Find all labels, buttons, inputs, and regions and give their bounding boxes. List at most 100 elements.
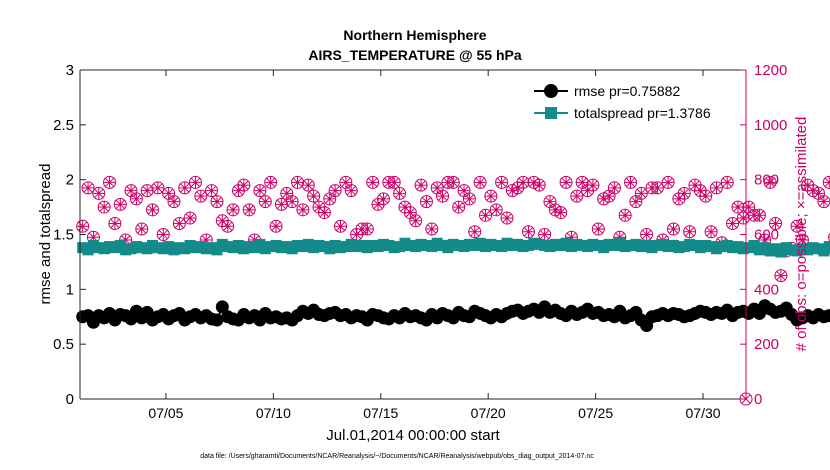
obs-assimilated-point [237, 179, 250, 192]
obs-assimilated-point [721, 176, 734, 189]
obs-assimilated-point [339, 176, 352, 189]
obs-assimilated-point [291, 176, 304, 189]
obs-assimilated-point [82, 181, 95, 194]
obs-assimilated-point [372, 198, 385, 211]
obs-assimilated-point [162, 187, 175, 200]
obs-assimilated-point [270, 220, 283, 233]
obs-assimilated-point [640, 228, 653, 241]
obs-assimilated-point [388, 176, 401, 189]
legend-rmse-marker [544, 84, 558, 98]
obs-assimilated-point [184, 212, 197, 225]
y-left-tick-label: 2 [66, 172, 74, 189]
obs-assimilated-point [377, 192, 390, 205]
obs-assimilated-point [463, 192, 476, 205]
obs-assimilated-point [103, 176, 116, 189]
obs-assimilated-point [92, 187, 105, 200]
obs-assimilated-point [791, 220, 804, 233]
rmse-point [210, 313, 224, 327]
obs-assimilated-point [286, 195, 299, 208]
x-tick-label: 07/10 [256, 405, 291, 421]
y-right-tick-label: 1200 [754, 62, 787, 79]
obs-assimilated-point [764, 176, 777, 189]
x-tick-label: 07/20 [471, 405, 506, 421]
obs-assimilated-point [436, 190, 449, 203]
obs-assimilated-point [570, 190, 583, 203]
obs-assimilated-point [146, 203, 159, 216]
obs-assimilated-point [710, 181, 723, 194]
obs-assimilated-point [812, 187, 825, 200]
obs-assimilated-point [624, 176, 637, 189]
obs-assimilated-point [307, 190, 320, 203]
legend-rmse-label: rmse pr=0.75882 [574, 83, 680, 99]
obs-assimilated-point [76, 220, 89, 233]
legend-box [528, 78, 740, 126]
obs-assimilated-point [592, 223, 605, 236]
totalspread-point [823, 241, 830, 253]
obs-assimilated-point [769, 217, 782, 230]
obs-assimilated-point [517, 176, 530, 189]
obs-assimilated-point [280, 187, 293, 200]
obs-assimilated-point [264, 176, 277, 189]
obs-assimilated-point [527, 176, 540, 189]
obs-assimilated-point [538, 228, 551, 241]
axes-layer: 07/05 07/10 07/15 07/20 07/25 07/30 0 0.5 1 1.5 2 2… [53, 62, 787, 421]
obs-assimilated-point [398, 201, 411, 214]
obs-assimilated-point [141, 184, 154, 197]
obs-assimilated-point [608, 181, 621, 194]
obs-assimilated-point [699, 190, 712, 203]
obs-assimilated-point [468, 225, 481, 238]
obs-assimilated-point [753, 209, 766, 222]
obs-assimilated-point [603, 190, 616, 203]
obs-assimilated-point [629, 195, 642, 208]
obs-assimilated-point [409, 214, 422, 227]
y-left-tick-label: 0 [66, 391, 74, 408]
obs-assimilated-point [108, 217, 121, 230]
obs-assimilated-point [619, 209, 632, 222]
rmse-point [822, 309, 830, 323]
obs-assimilated-point [817, 195, 830, 208]
obs-assimilated-point [576, 176, 589, 189]
obs-assimilated-point [205, 184, 218, 197]
y-left-tick-label: 1.5 [53, 227, 74, 244]
x-tick-label: 07/30 [686, 405, 721, 421]
obs-assimilated-point [543, 195, 556, 208]
obs-assimilated-point [157, 228, 170, 241]
obs-assimilated-point [774, 269, 787, 282]
chart-title-line-1: Northern Hemisphere [343, 27, 486, 43]
rmse-point [215, 300, 229, 314]
obs-assimilated-point [151, 181, 164, 194]
obs-assimilated-point [678, 187, 691, 200]
obs-assimilated-point [731, 201, 744, 214]
obs-assimilated-point [586, 179, 599, 192]
x-tick-label: 07/15 [363, 405, 398, 421]
obs-assimilated-point [130, 192, 143, 205]
obs-assimilated-point [726, 217, 739, 230]
legend: rmse pr=0.75882 totalspread pr=1.3786 [528, 78, 740, 126]
obs-assimilated-point [431, 181, 444, 194]
obs-assimilated-point [823, 176, 830, 189]
obs-assimilated-point [474, 176, 487, 189]
y-right-tick-label: 200 [754, 336, 779, 353]
obs-assimilated-point [345, 184, 358, 197]
y-right-tick-label: 800 [754, 172, 779, 189]
y-right-tick-label: 600 [754, 227, 779, 244]
y-right-tick-label: 1000 [754, 117, 787, 134]
obs-assimilated-point [221, 220, 234, 233]
obs-assimilated-point [667, 223, 680, 236]
obs-assimilated-point [275, 198, 288, 211]
x-axis-label: Jul.01,2014 00:00:00 start [326, 427, 500, 444]
obs-assimilated-point [167, 195, 180, 208]
obs-assimilated-point [227, 203, 240, 216]
x-tick-label: 07/25 [578, 405, 613, 421]
obs-assimilated-point [651, 181, 664, 194]
obs-assimilated-point [796, 233, 809, 246]
x-tick-label: 07/05 [148, 405, 183, 421]
obs-assimilated-point [683, 225, 696, 238]
obs-assimilated-point [554, 206, 567, 219]
obs-assimilated-point [296, 203, 309, 216]
obs-assimilated-point [415, 179, 428, 192]
obs-assimilated-point [662, 176, 675, 189]
obs-assimilated-point [597, 192, 610, 205]
y-axis-left-label: rmse and totalspread [37, 164, 54, 305]
